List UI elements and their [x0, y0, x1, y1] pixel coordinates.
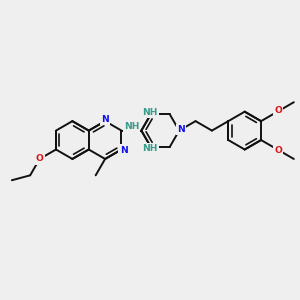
- Text: O: O: [274, 146, 282, 155]
- Text: N: N: [101, 115, 109, 124]
- Text: O: O: [274, 106, 282, 115]
- Text: N: N: [177, 125, 185, 134]
- Text: N: N: [120, 146, 128, 155]
- Text: N: N: [119, 145, 127, 154]
- Text: O: O: [36, 154, 43, 164]
- Text: NH: NH: [124, 122, 139, 131]
- Text: NH: NH: [142, 108, 158, 117]
- Text: NH: NH: [142, 144, 158, 153]
